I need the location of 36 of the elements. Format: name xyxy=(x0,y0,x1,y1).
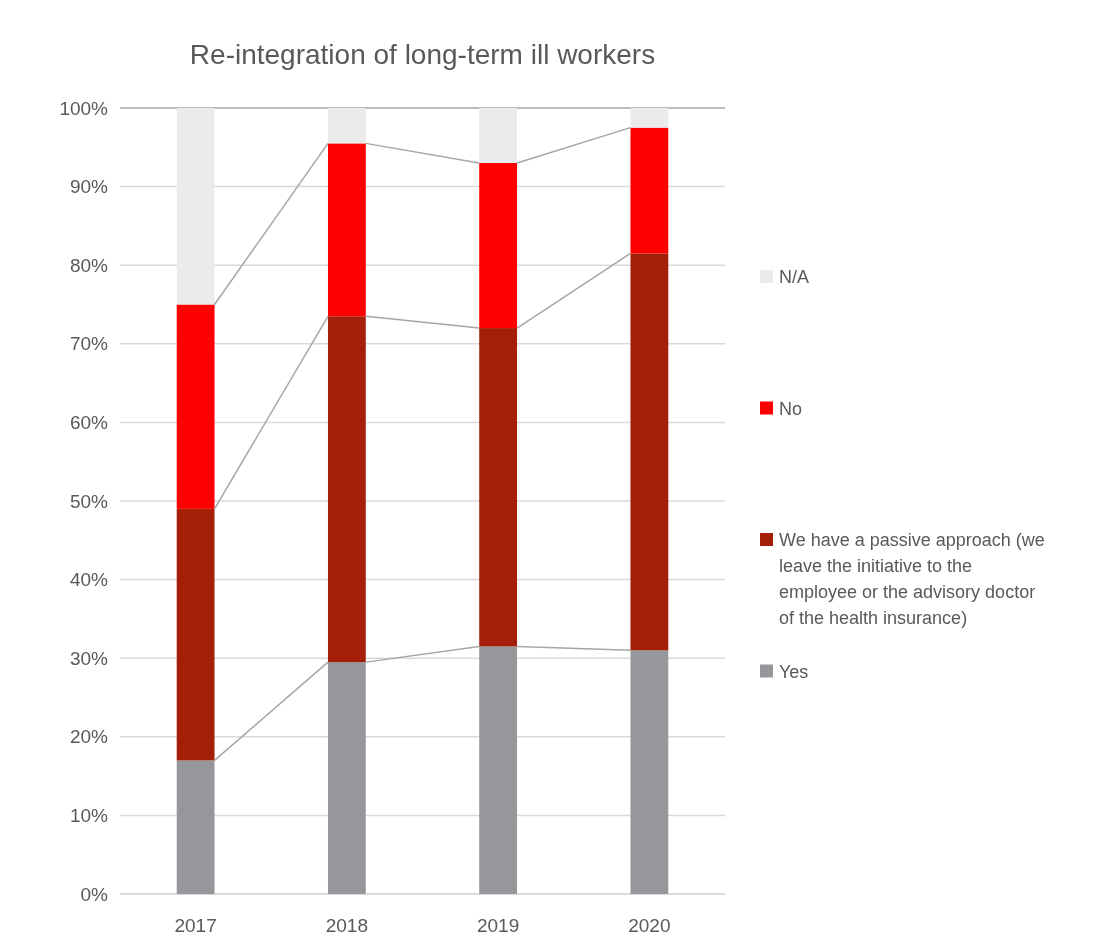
legend-label: No xyxy=(779,398,803,419)
bar xyxy=(176,760,215,894)
x-tick-label: 2019 xyxy=(476,915,520,936)
y-tick-label: 50% xyxy=(69,490,109,512)
bar xyxy=(479,646,518,894)
bar xyxy=(630,650,669,894)
bar xyxy=(630,108,669,128)
y-tick-label: 70% xyxy=(69,333,109,355)
y-tick-label: 0% xyxy=(80,883,109,905)
bar xyxy=(327,316,366,663)
y-tick-label: 20% xyxy=(69,726,109,748)
y-tick-label: 10% xyxy=(69,805,109,827)
y-tick-label: 60% xyxy=(69,412,109,434)
bar xyxy=(176,508,215,761)
legend-label: We have a passive approach (we leave the initiative to the employee or the advisory doctor of the health insurance) xyxy=(779,530,1045,629)
bar xyxy=(479,108,518,164)
bar xyxy=(327,108,366,144)
legend-label: N/A xyxy=(779,267,810,288)
bar xyxy=(630,127,669,254)
x-tick-label: 2020 xyxy=(628,915,671,936)
bar xyxy=(327,662,366,894)
chart-title: Re-integration of long-term ill workers xyxy=(189,39,656,70)
x-tick-label: 2017 xyxy=(174,915,217,936)
legend-label: Yes xyxy=(779,661,809,682)
y-tick-label: 80% xyxy=(69,254,109,276)
bar xyxy=(479,163,518,329)
bar xyxy=(176,304,215,509)
bar xyxy=(327,143,366,317)
y-tick-label: 100% xyxy=(59,97,109,119)
bar xyxy=(630,253,669,651)
bar xyxy=(479,328,518,647)
x-tick-label: 2018 xyxy=(325,915,369,936)
y-tick-label: 40% xyxy=(69,569,109,591)
y-tick-label: 90% xyxy=(69,176,109,198)
bar xyxy=(176,108,215,305)
y-tick-label: 30% xyxy=(69,647,109,669)
